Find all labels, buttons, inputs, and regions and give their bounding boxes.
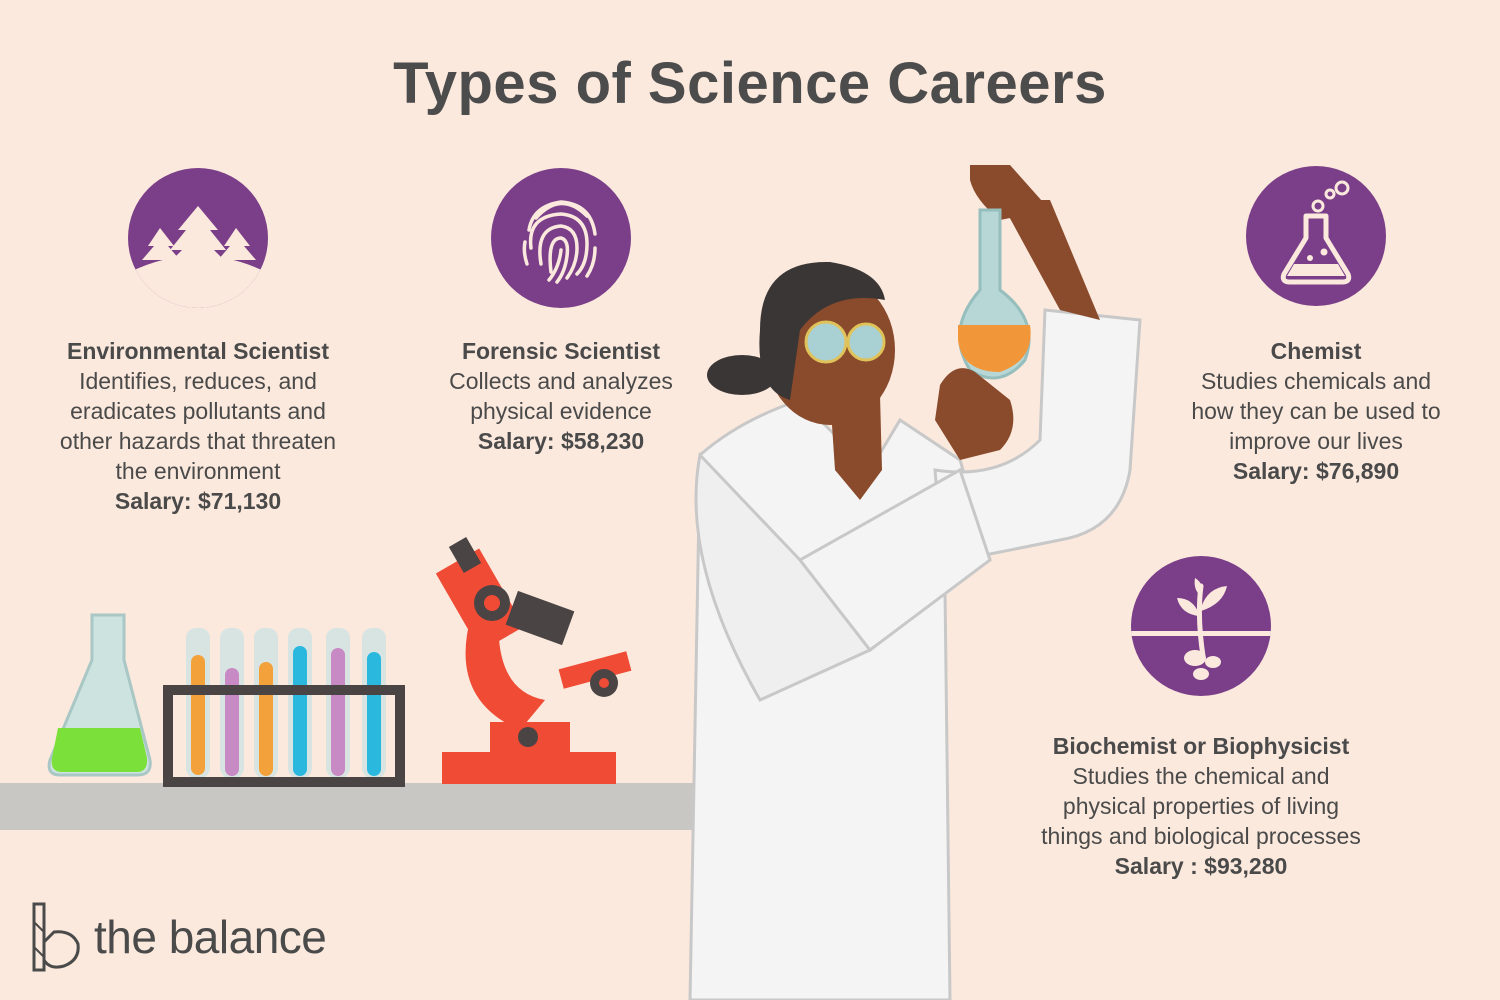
brand-logo: the balance bbox=[32, 902, 327, 972]
career-forensic-scientist: Forensic Scientist Collects and analyzes… bbox=[400, 336, 722, 456]
page-title: Types of Science Careers bbox=[393, 51, 1107, 116]
microscope bbox=[435, 537, 632, 784]
fingerprint-icon bbox=[491, 168, 631, 308]
career-salary: Salary: $76,890 bbox=[1232, 458, 1400, 484]
green-flask bbox=[47, 613, 152, 777]
career-description: Studies chemicals and how they can be us… bbox=[1191, 368, 1441, 454]
test-tube-rack bbox=[163, 628, 405, 787]
career-name: Biochemist or Biophysicist bbox=[1052, 733, 1350, 759]
career-environmental-scientist: Environmental Scientist Identifies, redu… bbox=[20, 336, 376, 516]
career-description: Identifies, reduces, and eradicates poll… bbox=[59, 368, 337, 484]
sprout-icon bbox=[1131, 556, 1271, 696]
career-salary: Salary: $71,130 bbox=[114, 488, 282, 514]
scientist bbox=[688, 165, 1142, 1000]
career-name: Environmental Scientist bbox=[66, 338, 329, 364]
career-name: Forensic Scientist bbox=[461, 338, 661, 364]
career-salary: Salary: $58,230 bbox=[477, 428, 645, 454]
career-name: Chemist bbox=[1270, 338, 1362, 364]
balance-logo-icon bbox=[32, 902, 80, 972]
lab-counter bbox=[0, 783, 695, 830]
brand-name: the balance bbox=[94, 911, 327, 963]
career-chemist: Chemist Studies chemicals and how they c… bbox=[1136, 336, 1496, 486]
flask-icon bbox=[1246, 166, 1386, 306]
career-salary: Salary : $93,280 bbox=[1114, 853, 1288, 879]
career-biochemist: Biochemist or Biophysicist Studies the c… bbox=[1000, 731, 1402, 881]
career-description: Collects and analyzes physical evidence bbox=[449, 368, 673, 424]
career-description: Studies the chemical and physical proper… bbox=[1041, 763, 1361, 849]
trees-icon bbox=[128, 168, 268, 308]
